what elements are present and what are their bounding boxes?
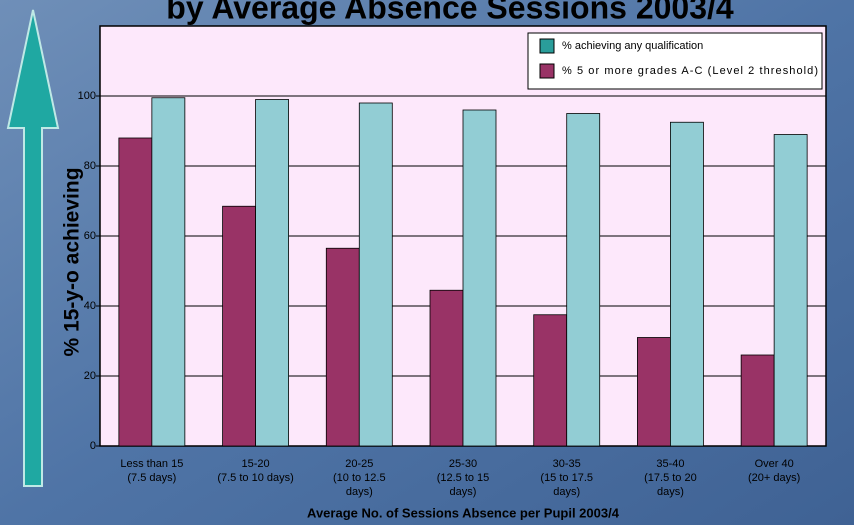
legend-swatch	[539, 63, 555, 79]
y-axis-label: % 15-y-o achieving	[61, 167, 84, 356]
x-axis-label: Average No. of Sessions Absence per Pupi…	[307, 505, 620, 520]
x-tick-label: (10 to 12.5	[333, 472, 386, 484]
bar	[740, 354, 775, 447]
x-tick-label: (17.5 to 20	[644, 472, 697, 484]
y-tick-label: 100	[78, 90, 96, 102]
y-tick-label: 0	[90, 440, 96, 452]
x-tick-label: 15-20	[242, 458, 270, 470]
legend-swatch	[539, 38, 555, 54]
legend-box	[527, 32, 823, 90]
bar	[255, 99, 289, 447]
x-tick-label: Less than 15	[120, 458, 183, 470]
x-tick-label: (12.5 to 15	[437, 472, 490, 484]
arrow	[6, 9, 60, 487]
x-tick-label: (15 to 17.5	[540, 472, 593, 484]
chart-title: by Average Absence Sessions 2003/4	[166, 0, 734, 25]
bar	[773, 134, 808, 447]
y-tick-label: 80	[84, 160, 96, 172]
y-tick-label: 60	[84, 230, 96, 242]
y-tick-label: 40	[84, 300, 96, 312]
legend-label: % 5 or more grades A-C (Level 2 threshol…	[562, 65, 818, 77]
x-tick-label: (7.5 to 10 days)	[217, 472, 293, 484]
x-tick-label: (20+ days)	[748, 472, 800, 484]
bar	[637, 337, 671, 447]
x-tick-label: days)	[346, 486, 373, 498]
x-tick-label: 35-40	[656, 458, 684, 470]
legend-label: % achieving any qualification	[562, 40, 703, 52]
bar	[151, 97, 186, 447]
bar	[429, 289, 464, 447]
x-tick-label: (7.5 days)	[127, 472, 176, 484]
bar	[533, 314, 568, 447]
y-tick-label: 20	[84, 370, 96, 382]
bar	[358, 102, 393, 447]
bar	[222, 205, 256, 447]
bar	[462, 109, 497, 447]
bar	[118, 137, 153, 447]
x-tick-label: 20-25	[345, 458, 373, 470]
x-tick-label: days)	[657, 486, 684, 498]
x-tick-label: 30-35	[553, 458, 581, 470]
bar	[325, 247, 360, 447]
legend: % achieving any qualification % 5 or more…	[527, 32, 823, 90]
bar	[670, 121, 704, 447]
x-tick-label: days)	[553, 486, 580, 498]
bar	[566, 113, 601, 447]
x-tick-label: 25-30	[449, 458, 477, 470]
x-tick-label: days)	[450, 486, 477, 498]
x-tick-label: Over 40	[755, 458, 794, 470]
